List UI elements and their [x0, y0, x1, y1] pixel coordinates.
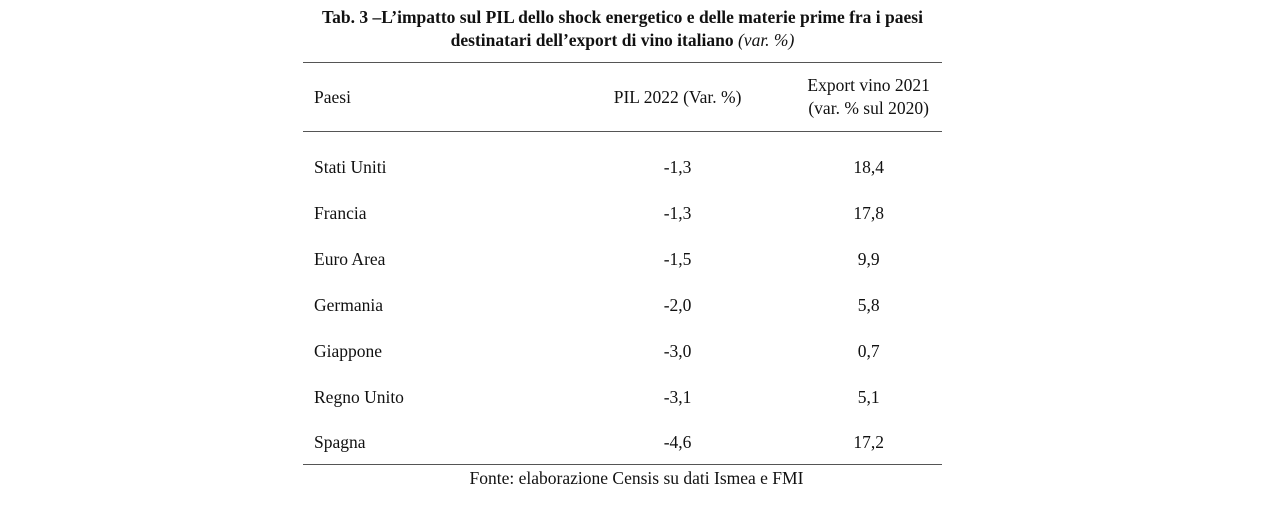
cell-pil: -3,0 [663, 340, 692, 361]
cell-export: 17,2 [853, 431, 884, 452]
header-export-line2: (var. % sul 2020) [808, 98, 929, 118]
table-row: Francia -1,3 17,8 [303, 190, 942, 236]
cell-pil: -4,6 [663, 431, 692, 452]
header-export: Export vino 2021 (var. % sul 2020) [795, 63, 942, 132]
cell-pil: -2,0 [663, 294, 692, 315]
cell-pil: -1,3 [663, 202, 692, 223]
cell-pil: -1,3 [663, 156, 692, 177]
cell-country: Francia [314, 202, 367, 223]
cell-country: Spagna [314, 431, 366, 452]
table-row: Spagna -4,6 17,2 [303, 420, 942, 465]
data-table: Paesi PIL 2022 (Var. %) Export vino 2021… [303, 62, 942, 465]
cell-pil: -1,5 [663, 248, 692, 269]
cell-country: Euro Area [314, 248, 386, 269]
cell-export: 5,1 [857, 386, 880, 407]
cell-pil: -3,1 [663, 386, 692, 407]
cell-country: Giappone [314, 340, 383, 361]
cell-export: 18,4 [853, 156, 884, 177]
table-header-row: Paesi PIL 2022 (Var. %) Export vino 2021… [303, 62, 942, 132]
cell-export: 17,8 [853, 202, 884, 223]
table-row: Giappone -3,0 0,7 [303, 328, 942, 374]
cell-export: 9,9 [857, 248, 880, 269]
table-body: Stati Uniti -1,3 18,4 Francia -1,3 17,8 Euro A… [303, 132, 942, 465]
table-title-bold-part: destinatari dell’export di vino italiano [450, 30, 734, 50]
table-title-line2: destinatari dell’export di vino italiano… [0, 29, 1245, 52]
table-title-unit: (var. %) [737, 30, 795, 50]
cell-country: Stati Uniti [314, 156, 387, 177]
header-pil: PIL 2022 (Var. %) [613, 86, 742, 107]
table-row: Euro Area -1,5 9,9 [303, 236, 942, 282]
cell-export: 0,7 [857, 340, 880, 361]
table-row: Regno Unito -3,1 5,1 [303, 374, 942, 420]
data-table-container: Paesi PIL 2022 (Var. %) Export vino 2021… [303, 62, 942, 465]
cell-country: Germania [314, 294, 383, 315]
header-export-line1: Export vino 2021 [807, 75, 930, 95]
table-row: Germania -2,0 5,8 [303, 282, 942, 328]
table-title-line1: Tab. 3 –L’impatto sul PIL dello shock en… [322, 7, 923, 27]
cell-export: 5,8 [857, 294, 880, 315]
source-note: Fonte: elaborazione Censis su dati Ismea… [469, 468, 804, 488]
header-country: Paesi [314, 86, 351, 107]
table-row: Stati Uniti -1,3 18,4 [303, 132, 942, 191]
table-title: Tab. 3 –L’impatto sul PIL dello shock en… [0, 6, 1245, 52]
cell-country: Regno Unito [314, 386, 404, 407]
